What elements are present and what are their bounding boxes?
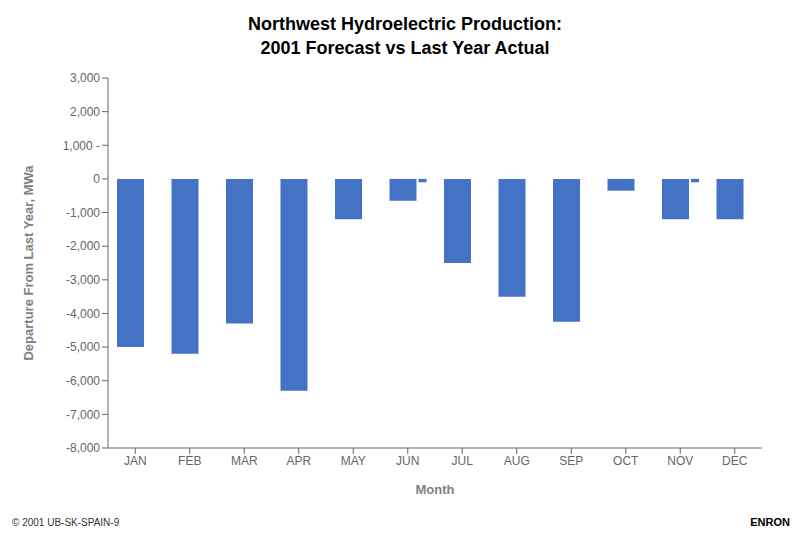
- svg-text:MAY: MAY: [341, 454, 366, 468]
- svg-text:JUL: JUL: [452, 454, 474, 468]
- html-text:ENRON: ENRON: [750, 516, 790, 528]
- html-text:2001 Forecast vs Last Year Act: 2001 Forecast vs Last Year Actual: [260, 38, 550, 58]
- svg-text:-3,000: -3,000: [66, 273, 100, 287]
- svg-text:JAN: JAN: [124, 454, 147, 468]
- svg-text:OCT: OCT: [613, 454, 639, 468]
- svg-text:FEB: FEB: [178, 454, 201, 468]
- svg-text:APR: APR: [286, 454, 311, 468]
- svg-text:-1,000: -1,000: [66, 206, 100, 220]
- svg-text:-2,000: -2,000: [66, 239, 100, 253]
- svg-text:MAR: MAR: [231, 454, 258, 468]
- svg-text:DEC: DEC: [722, 454, 748, 468]
- svg-text:1,000 -: 1,000 -: [63, 139, 100, 153]
- html-text:© 2001 UB-SK-SPAIN-9: © 2001 UB-SK-SPAIN-9: [12, 517, 120, 528]
- svg-text:NOV: NOV: [667, 454, 693, 468]
- svg-text:-5,000: -5,000: [66, 340, 100, 354]
- svg-text:Departure From Last Year, MWa: Departure From Last Year, MWa: [21, 165, 36, 361]
- svg-text:0: 0: [93, 172, 100, 186]
- svg-text:-6,000: -6,000: [66, 374, 100, 388]
- svg-text:3,000: 3,000: [70, 71, 100, 85]
- svg-text:JUN: JUN: [396, 454, 419, 468]
- svg-text:SEP: SEP: [559, 454, 583, 468]
- svg-text:-7,000: -7,000: [66, 408, 100, 422]
- html-text:Northwest Hydroelectric Produc: Northwest Hydroelectric Production:: [248, 14, 562, 34]
- svg-text:-8,000: -8,000: [66, 441, 100, 455]
- svg-text:2,000: 2,000: [70, 105, 100, 119]
- svg-text:Month: Month: [416, 482, 455, 497]
- svg-text:AUG: AUG: [504, 454, 530, 468]
- svg-text:-4,000: -4,000: [66, 307, 100, 321]
